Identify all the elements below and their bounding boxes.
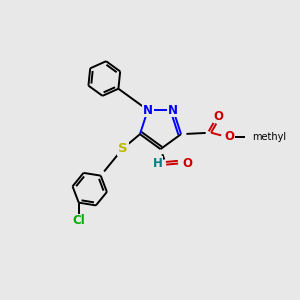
Text: O: O [182, 157, 192, 170]
Text: O: O [225, 130, 235, 143]
Text: methyl: methyl [252, 132, 286, 142]
Text: H: H [153, 157, 163, 169]
Text: N: N [168, 103, 178, 116]
Text: Cl: Cl [72, 214, 85, 227]
Text: O: O [214, 110, 224, 123]
Text: N: N [143, 103, 153, 116]
Text: S: S [118, 142, 128, 155]
